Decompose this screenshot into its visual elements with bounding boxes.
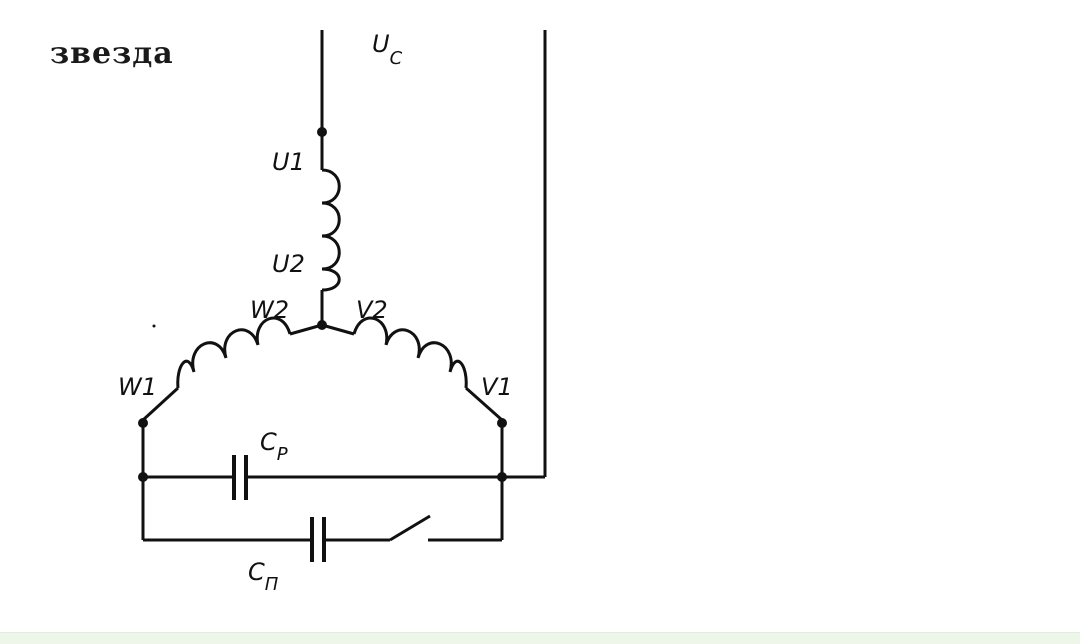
label-w1: W1 <box>118 373 157 401</box>
footer-strip <box>0 632 1080 644</box>
label-v1: V1 <box>481 373 513 401</box>
label-w2: W2 <box>250 296 289 324</box>
wire-star-to-w-coil <box>289 323 323 336</box>
start-capacitor-label: CП <box>248 558 279 595</box>
label-u2: U2 <box>272 250 305 278</box>
run-capacitor-label: CP <box>260 428 288 465</box>
winding-v-coil <box>352 316 468 389</box>
wire-v-coil-to-v1 <box>465 386 503 422</box>
label-u1: U1 <box>272 148 305 176</box>
star-connection-schematic: UC U1 U2 W2 V2 W1 V1 CP CП <box>118 30 547 595</box>
scan-speck <box>152 324 156 328</box>
label-v2: V2 <box>356 296 388 324</box>
winding-u-coil <box>321 168 341 292</box>
start-switch-blade <box>389 514 431 542</box>
supply-label: UC <box>372 30 403 69</box>
diagram-title: звезда <box>50 36 174 71</box>
winding-w-coil <box>176 316 292 389</box>
wire-star-to-v-coil <box>321 323 355 336</box>
wire-w-coil-to-w1 <box>141 386 180 422</box>
